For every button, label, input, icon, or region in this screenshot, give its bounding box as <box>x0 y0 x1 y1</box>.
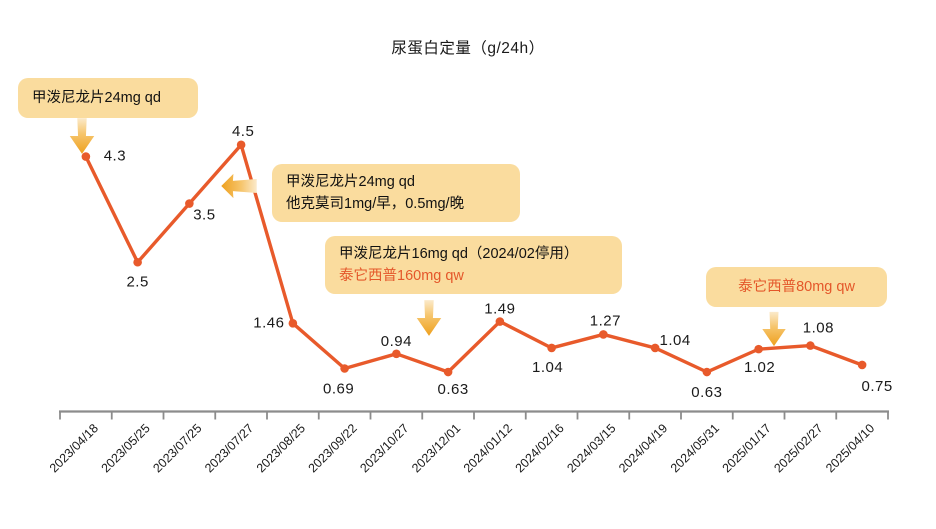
x-axis-label: 2024/02/16 <box>513 421 567 475</box>
x-axis-label: 2023/10/27 <box>357 421 411 475</box>
data-point <box>857 360 867 370</box>
x-axis-label: 2024/04/19 <box>616 421 670 475</box>
data-point <box>754 344 763 354</box>
data-label: 0.63 <box>691 384 722 401</box>
data-label: 4.5 <box>232 123 254 140</box>
annotation-box-methylprednisolone-24: 甲泼尼龙片24mg qd <box>18 78 198 118</box>
annotation-text-accent: 泰它西普80mg qw <box>738 278 855 295</box>
callout-arrow-down-icon <box>416 300 442 336</box>
x-axis-label: 2023/12/01 <box>409 421 463 475</box>
chart-title: 尿蛋白定量（g/24h） <box>391 40 545 57</box>
data-label: 3.5 <box>193 207 215 224</box>
data-point <box>806 341 815 350</box>
data-label: 1.46 <box>253 314 284 331</box>
annotation-text: 甲泼尼龙片16mg qd（2024/02停用） <box>339 245 579 262</box>
data-label: 1.04 <box>660 332 691 349</box>
data-point <box>81 152 91 161</box>
callout-arrow-down-icon <box>762 311 786 347</box>
data-label: 1.08 <box>803 320 834 337</box>
annotation-text: 甲泼尼龙片24mg qd <box>286 173 415 190</box>
data-label: 1.27 <box>590 312 621 329</box>
x-axis-label: 2023/07/27 <box>202 421 256 475</box>
x-axis-label: 2023/09/22 <box>306 421 360 475</box>
data-point <box>340 364 349 373</box>
data-label: 0.63 <box>438 381 469 398</box>
x-axis-label: 2024/01/12 <box>461 421 515 475</box>
x-axis-label: 2023/04/18 <box>47 421 101 475</box>
annotation-text: 他克莫司1mg/早，0.5mg/晚 <box>286 196 465 212</box>
data-label: 1.04 <box>532 359 563 376</box>
data-label: 0.75 <box>862 378 893 395</box>
callout-arrow-down-icon <box>69 118 95 154</box>
annotation-text-accent: 泰它西普160mg qw <box>339 268 464 284</box>
data-point <box>392 349 401 359</box>
data-label: 1.49 <box>484 301 515 318</box>
data-point <box>702 367 712 377</box>
x-axis-label: 2025/01/17 <box>720 421 774 475</box>
data-point <box>133 257 142 267</box>
data-point <box>443 367 453 377</box>
x-axis-label: 2025/02/27 <box>771 421 825 475</box>
annotation-box-methylprednisolone-telitacicept-160: 甲泼尼龙片16mg qd（2024/02停用） 泰它西普160mg qw <box>325 236 622 294</box>
data-label: 1.02 <box>744 359 775 376</box>
x-axis-label: 2024/03/15 <box>564 421 618 475</box>
data-label: 0.94 <box>381 333 412 350</box>
data-label: 0.69 <box>323 380 354 397</box>
callout-arrow-left-icon <box>221 173 257 199</box>
x-axis-label: 2025/04/10 <box>823 421 877 475</box>
x-axis-label: 2024/05/31 <box>668 421 722 475</box>
x-axis-label: 2023/08/25 <box>254 421 308 475</box>
data-point <box>599 330 608 339</box>
data-point <box>288 318 298 328</box>
annotation-text: 甲泼尼龙片24mg qd <box>32 89 161 106</box>
data-point <box>650 343 660 353</box>
annotation-box-methylprednisolone-tacrolimus: 甲泼尼龙片24mg qd 他克莫司1mg/早，0.5mg/晚 <box>272 164 520 222</box>
data-point <box>185 199 194 208</box>
series-line <box>84 143 864 374</box>
data-point <box>547 343 556 353</box>
data-label: 4.3 <box>104 148 126 165</box>
data-point <box>236 140 246 150</box>
data-label: 2.5 <box>126 273 148 290</box>
x-axis-label: 2023/07/25 <box>150 421 204 475</box>
x-axis-label: 2023/05/25 <box>99 421 153 475</box>
annotation-box-telitacicept-80: 泰它西普80mg qw <box>706 267 887 307</box>
data-point <box>495 317 505 326</box>
